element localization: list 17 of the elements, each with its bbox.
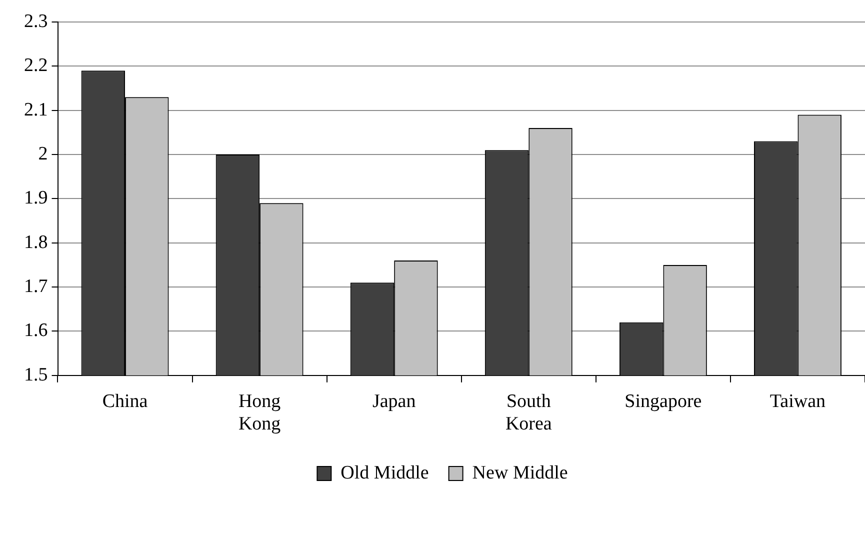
x-tick-label: Hong Kong (238, 390, 282, 435)
y-tick-label: 1.5 (24, 364, 48, 386)
x-tick-label: Taiwan (770, 390, 826, 412)
y-tick-label: 1.6 (24, 320, 48, 342)
y-tick-label: 2 (38, 144, 48, 165)
y-tick-label: 1.8 (24, 232, 48, 253)
x-tick-label: South Korea (505, 390, 552, 435)
x-tick-label: Japan (372, 390, 416, 412)
legend-label: Old Middle (340, 462, 429, 484)
y-tick-label: 1.9 (24, 188, 48, 209)
y-tick-label: 1.7 (24, 276, 48, 298)
x-tick-label: China (102, 390, 148, 412)
legend-label: New Middle (472, 462, 568, 484)
y-tick-label: 2.1 (24, 99, 48, 120)
y-tick-label: 2.2 (24, 55, 48, 76)
x-tick-label: Singapore (624, 390, 702, 412)
y-tick-label: 2.3 (24, 10, 48, 32)
